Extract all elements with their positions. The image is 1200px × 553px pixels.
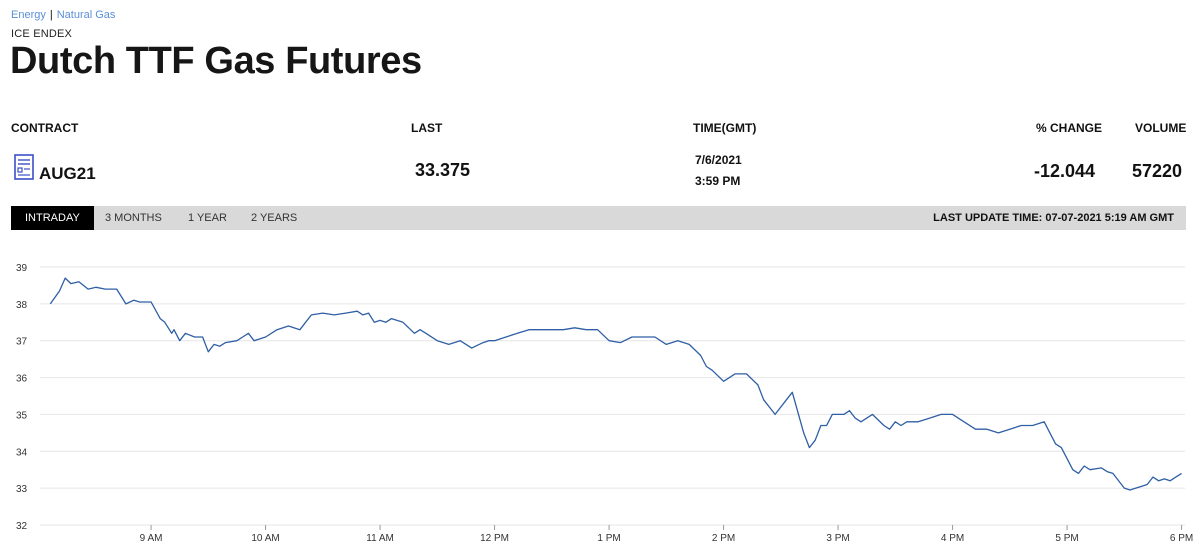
breadcrumb-separator: | (49, 9, 53, 21)
x-tick-label: 9 AM (140, 533, 163, 544)
x-tick-label: 11 AM (366, 533, 394, 544)
tab-1-year[interactable]: 1 YEAR (188, 212, 227, 224)
x-tick-label: 2 PM (712, 533, 735, 544)
x-tick-label: 10 AM (251, 533, 279, 544)
change-header: % CHANGE (1036, 121, 1103, 135)
y-tick-label: 33 (16, 484, 28, 495)
breadcrumb-energy[interactable]: Energy (11, 9, 46, 21)
date-value: 7/6/2021 (695, 153, 742, 167)
breadcrumb-natural-gas[interactable]: Natural Gas (56, 9, 116, 21)
volume-value: 57220 (1132, 161, 1183, 181)
time-header: TIME(GMT) (693, 121, 757, 135)
change-value: -12.044 (1034, 161, 1096, 181)
y-tick-label: 34 (16, 447, 28, 458)
x-tick-label: 5 PM (1055, 533, 1078, 544)
x-tick-label: 12 PM (480, 533, 509, 544)
last-update-time: LAST UPDATE TIME: 07-07-2021 5:19 AM GMT (933, 212, 1174, 224)
x-tick-label: 4 PM (941, 533, 964, 544)
x-tick-label: 3 PM (826, 533, 849, 544)
contract-value: AUG21 (39, 163, 96, 183)
tab-3-months[interactable]: 3 MONTHS (105, 212, 162, 224)
time-value: 3:59 PM (695, 174, 741, 188)
x-tick-label: 6 PM (1170, 533, 1193, 544)
page-title: Dutch TTF Gas Futures (10, 40, 422, 82)
price-series-line (49, 277, 1182, 491)
breadcrumb: Energy | Natural Gas (11, 9, 115, 21)
volume-header: VOLUME (1135, 121, 1187, 135)
tab-2-years[interactable]: 2 YEARS (251, 212, 298, 224)
last-value: 33.375 (415, 160, 471, 180)
intraday-price-chart: 32 33 34 35 36 37 38 39 9 AM 10 AM 11 AM 12 PM 1 PM 2… (16, 263, 1193, 544)
tab-intraday[interactable]: INTRADAY (11, 206, 94, 230)
range-tabs: INTRADAY 3 MONTHS 1 YEAR 2 YEARS LAST UP… (11, 206, 1186, 230)
contract-document-icon[interactable] (14, 154, 34, 185)
y-tick-label: 37 (16, 337, 28, 348)
y-tick-label: 35 (16, 410, 28, 421)
contract-header: CONTRACT (11, 121, 79, 135)
contract-cell[interactable]: AUG21 (14, 154, 96, 185)
y-tick-label: 32 (16, 521, 28, 532)
y-tick-label: 36 (16, 374, 28, 385)
last-header: LAST (411, 121, 443, 135)
x-tick-label: 1 PM (597, 533, 620, 544)
y-tick-label: 39 (16, 263, 28, 274)
y-tick-label: 38 (16, 300, 28, 311)
exchange-label: ICE ENDEX (11, 28, 73, 40)
